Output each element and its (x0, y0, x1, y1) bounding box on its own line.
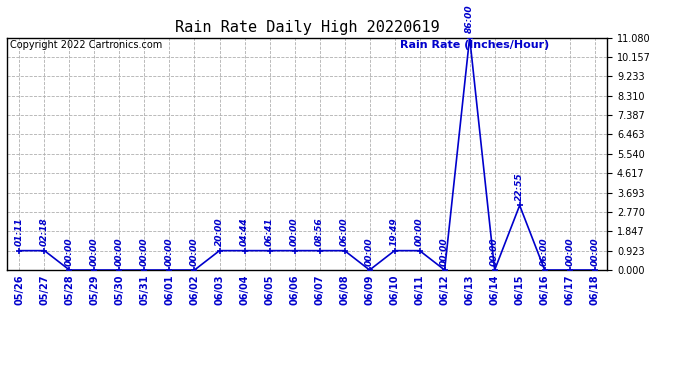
Text: 00:00: 00:00 (65, 237, 74, 266)
Text: 00:00: 00:00 (490, 237, 499, 266)
Text: Rain Rate (Inches/Hour): Rain Rate (Inches/Hour) (400, 40, 549, 50)
Text: 06:00: 06:00 (340, 218, 349, 246)
Text: 00:00: 00:00 (190, 237, 199, 266)
Text: 00:00: 00:00 (565, 237, 574, 266)
Text: 06:41: 06:41 (265, 218, 274, 246)
Text: 00:00: 00:00 (290, 218, 299, 246)
Text: 86:00: 86:00 (465, 5, 474, 33)
Text: 02:18: 02:18 (40, 218, 49, 246)
Title: Rain Rate Daily High 20220619: Rain Rate Daily High 20220619 (175, 20, 440, 35)
Text: 00:00: 00:00 (590, 237, 599, 266)
Text: 01:11: 01:11 (15, 218, 24, 246)
Text: 06:00: 06:00 (540, 237, 549, 266)
Text: 00:00: 00:00 (365, 237, 374, 266)
Text: 22:55: 22:55 (515, 172, 524, 201)
Text: 00:00: 00:00 (90, 237, 99, 266)
Text: 00:00: 00:00 (115, 237, 124, 266)
Text: 00:00: 00:00 (440, 237, 449, 266)
Text: 00:00: 00:00 (140, 237, 149, 266)
Text: Copyright 2022 Cartronics.com: Copyright 2022 Cartronics.com (10, 40, 162, 50)
Text: 00:00: 00:00 (415, 218, 424, 246)
Text: 19:49: 19:49 (390, 218, 399, 246)
Text: 08:56: 08:56 (315, 218, 324, 246)
Text: 20:00: 20:00 (215, 218, 224, 246)
Text: 04:44: 04:44 (240, 218, 249, 246)
Text: 00:00: 00:00 (165, 237, 174, 266)
